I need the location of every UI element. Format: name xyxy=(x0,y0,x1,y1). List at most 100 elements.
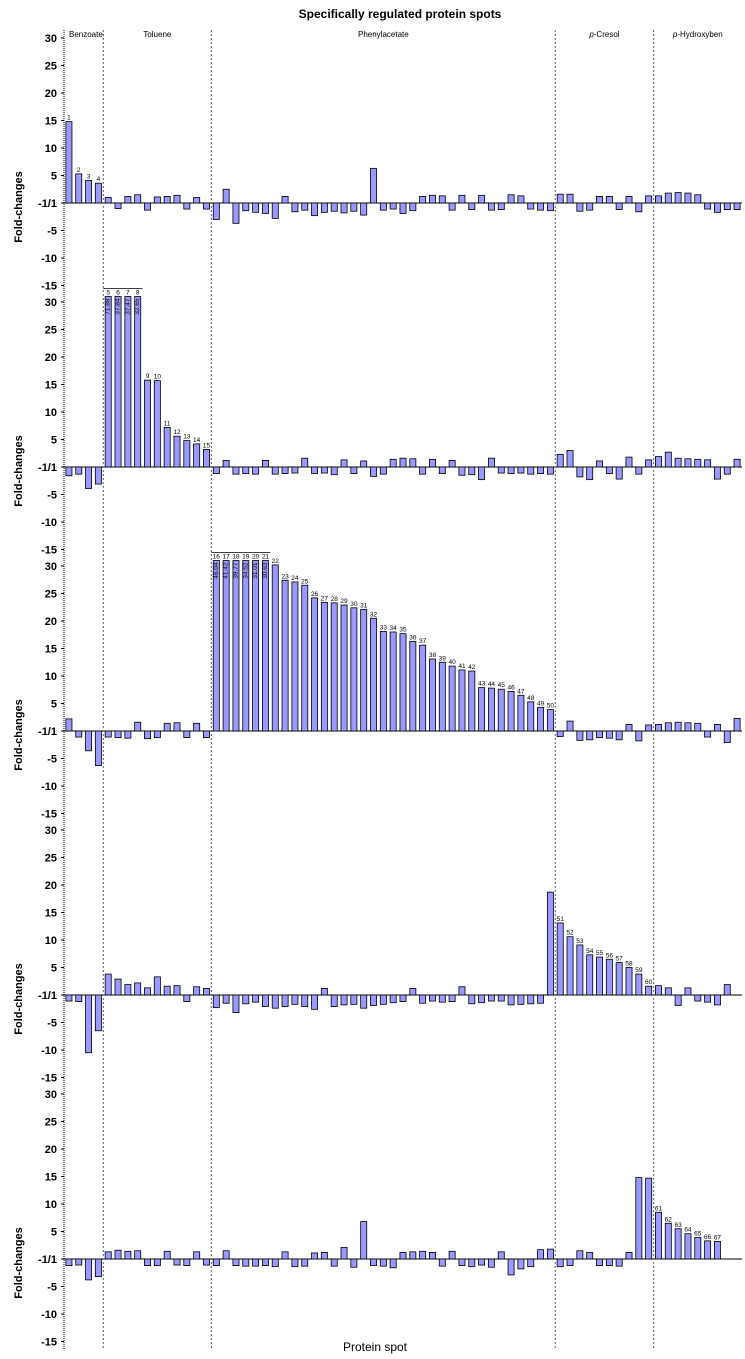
bar-spot-33 xyxy=(379,994,387,1005)
bar-spot-32 xyxy=(370,994,377,1006)
bar-spot-34 xyxy=(389,994,397,1004)
bar-spot-51 xyxy=(556,922,564,996)
spot-label: 17 xyxy=(223,554,231,561)
bar-spot-32 xyxy=(370,167,377,204)
y-tick-label: -5 xyxy=(47,1018,57,1030)
bar-spot-38 xyxy=(429,458,436,468)
spot-label: 41 xyxy=(458,663,466,670)
bar-spot-59 xyxy=(635,730,643,742)
bar-spot-66 xyxy=(704,459,712,468)
y-tick-label: 20 xyxy=(45,880,57,892)
y-tick-label: -10 xyxy=(41,1045,57,1057)
bar-spot-21 xyxy=(261,560,269,732)
category-label: p-Cresol xyxy=(588,30,619,39)
bar-spot-22 xyxy=(271,466,279,475)
bar-spot-24 xyxy=(291,1258,299,1268)
y-tick-label: -5 xyxy=(47,1282,57,1294)
bar-spot-41 xyxy=(458,466,466,476)
y-tick-label: 10 xyxy=(45,407,57,419)
bar-spot-59 xyxy=(635,973,643,996)
bar-spot-62 xyxy=(664,1222,672,1260)
bar-spot-64 xyxy=(684,987,692,996)
bar-spot-4 xyxy=(94,466,102,485)
bar-spot-36 xyxy=(409,202,417,212)
bar-spot-9 xyxy=(144,730,151,740)
bar-spot-40 xyxy=(448,1250,456,1260)
bar-spot-21 xyxy=(261,459,269,468)
bar-spot-48 xyxy=(527,1258,535,1268)
value-label: 31.01 xyxy=(252,562,259,579)
y-tick-label: 25 xyxy=(45,61,57,73)
spot-label: 8 xyxy=(136,290,140,297)
spot-label: 13 xyxy=(183,434,191,441)
bar-spot-14 xyxy=(193,443,201,468)
bar-spot-37 xyxy=(419,195,427,204)
spot-label: 51 xyxy=(557,916,565,923)
bar-spot-57 xyxy=(615,466,623,480)
bar-spot-11 xyxy=(163,985,171,996)
spot-label: 66 xyxy=(704,1234,712,1241)
bar-spot-18 xyxy=(232,560,240,732)
bar-spot-1 xyxy=(65,466,73,477)
y-tick-label: 15 xyxy=(45,116,57,128)
bar-spot-44 xyxy=(487,457,495,468)
bar-spot-4 xyxy=(94,994,102,1032)
spot-label: 46 xyxy=(507,684,515,691)
spot-label: 62 xyxy=(665,1216,673,1223)
category-label: Phenylacetate xyxy=(358,30,409,39)
bar-spot-60 xyxy=(645,985,653,996)
spot-label: 59 xyxy=(635,967,643,974)
spot-label: 67 xyxy=(714,1234,722,1241)
bar-spot-52 xyxy=(566,1258,574,1266)
bar-spot-47 xyxy=(517,694,525,732)
bar-spot-47 xyxy=(517,994,525,1005)
bar-spot-27 xyxy=(320,601,328,732)
spot-label: 4 xyxy=(97,176,101,183)
bar-spot-11 xyxy=(163,426,171,468)
spot-label: 42 xyxy=(468,664,476,671)
bar-spot-22 xyxy=(271,994,279,1009)
y-tick-label: 5 xyxy=(51,699,57,711)
bar-spot-19 xyxy=(242,560,250,732)
bar-spot-40 xyxy=(448,665,456,732)
bar-spot-18 xyxy=(232,994,240,1014)
bar-spot-44 xyxy=(487,994,495,1002)
bar-spot-36 xyxy=(409,1251,417,1260)
bar-spot-38 xyxy=(429,1252,436,1260)
spot-label: 7 xyxy=(126,290,130,297)
y-tick-label: 20 xyxy=(45,352,57,364)
bar-spot-61 xyxy=(655,456,662,468)
bar-spot-40 xyxy=(448,202,456,211)
bar-spot-65 xyxy=(694,194,702,204)
bar-spot-12 xyxy=(173,1258,181,1266)
y-axis-label: Fold-changes xyxy=(13,435,25,507)
bar-spot-5 xyxy=(104,296,112,468)
bar-spot-25 xyxy=(301,994,309,1007)
value-label: 39.77 xyxy=(232,562,239,579)
bar-spot-38 xyxy=(429,658,436,732)
spot-label: 65 xyxy=(694,1231,702,1238)
bar-spot-16 xyxy=(212,202,220,220)
bar-spot-69 xyxy=(733,717,741,732)
bar-spot-63 xyxy=(674,192,682,204)
bar-spot-13 xyxy=(183,730,191,738)
bar-spot-2 xyxy=(75,730,83,738)
bar-spot-67 xyxy=(713,994,721,1006)
y-tick-label: 15 xyxy=(45,380,57,392)
bar-spot-17 xyxy=(222,459,230,468)
bar-spot-29 xyxy=(340,1247,348,1260)
bar-spot-35 xyxy=(399,457,407,468)
bar-spot-60 xyxy=(645,459,653,468)
spot-label: 28 xyxy=(331,596,339,603)
bar-spot-6 xyxy=(114,296,122,468)
spot-label: 56 xyxy=(606,952,614,959)
spot-label: 35 xyxy=(399,627,407,634)
bar-spot-6 xyxy=(114,202,122,209)
bar-spot-65 xyxy=(694,1237,702,1260)
bar-spot-48 xyxy=(527,202,535,210)
y-tick-label: 10 xyxy=(45,935,57,947)
spot-label: 14 xyxy=(193,437,201,444)
y-tick-label: -15 xyxy=(41,809,57,821)
bar-spot-1 xyxy=(65,718,73,732)
spot-label: 52 xyxy=(566,930,574,937)
